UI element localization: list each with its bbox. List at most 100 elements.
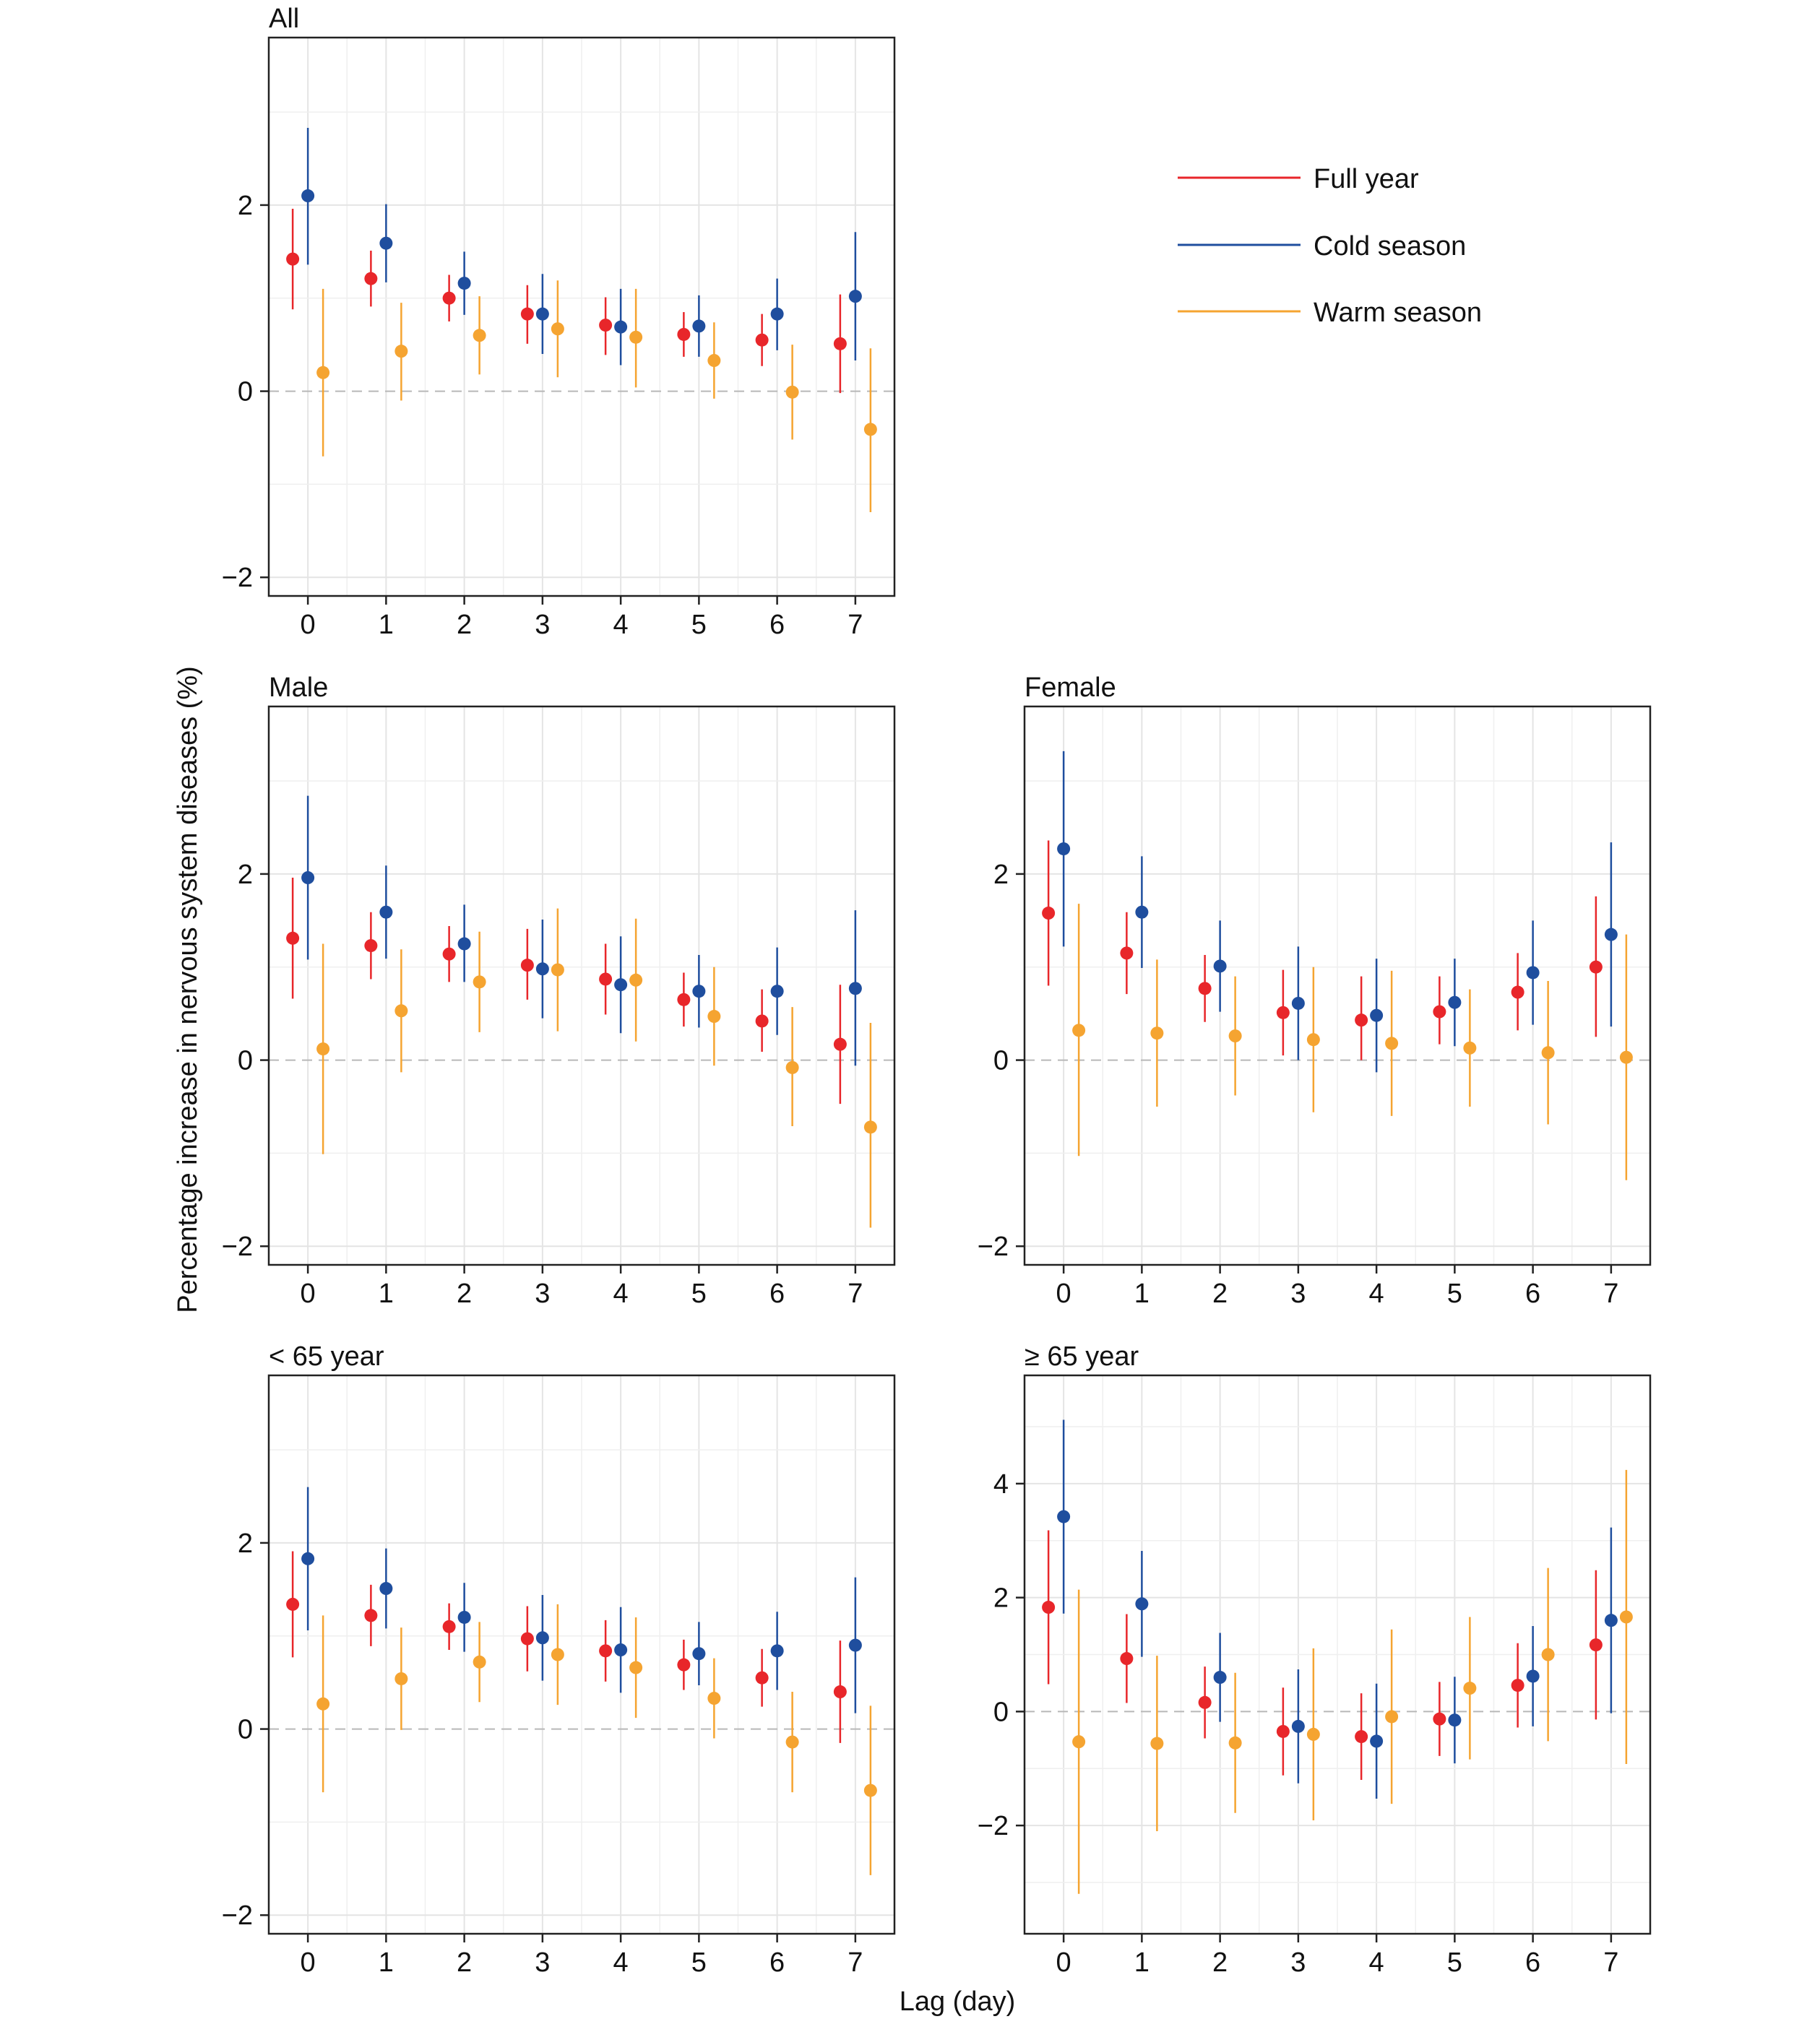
point-warm-season (707, 354, 721, 368)
y-tick-label: −2 (978, 1811, 1009, 1841)
x-tick-label: 3 (535, 610, 550, 640)
point-warm-season (1463, 1041, 1477, 1055)
panel-lt-65-year: −2 0 2 0 1 2 3 4 5 6 7 < 65 year (222, 1341, 896, 1978)
point-cold-season (457, 1610, 471, 1624)
panel-female: −2 0 2 0 1 2 3 4 5 6 7 Female (978, 673, 1652, 1309)
point-full-year (755, 1014, 769, 1028)
point-warm-season (1619, 1610, 1633, 1624)
x-tick-label: 2 (457, 610, 472, 640)
x-tick-label: 2 (1212, 1279, 1228, 1309)
point-full-year (1198, 982, 1212, 995)
y-tick-label: 0 (238, 1715, 253, 1745)
point-warm-season (394, 345, 408, 358)
point-cold-season (1291, 996, 1305, 1010)
point-full-year (286, 252, 300, 266)
point-full-year (1120, 1652, 1134, 1666)
point-full-year (1042, 1601, 1056, 1614)
point-full-year (833, 1685, 847, 1699)
point-cold-season (1448, 1713, 1462, 1727)
point-warm-season (1072, 1024, 1086, 1037)
point-cold-season (692, 319, 706, 333)
point-cold-season (614, 320, 628, 334)
point-cold-season (1213, 959, 1227, 973)
x-tick-label: 4 (1369, 1947, 1384, 1978)
x-tick-label: 3 (1290, 1279, 1306, 1309)
y-tick-label: −2 (222, 563, 253, 593)
point-warm-season (863, 423, 877, 436)
x-tick-label: 1 (1134, 1947, 1150, 1978)
point-cold-season (457, 277, 471, 290)
point-full-year (1276, 1724, 1290, 1738)
x-tick-label: 7 (848, 610, 863, 640)
x-tick-label: 2 (457, 1279, 472, 1309)
point-full-year (755, 333, 769, 347)
point-cold-season (770, 1644, 784, 1658)
point-full-year (364, 1609, 378, 1622)
point-full-year (442, 291, 456, 305)
x-tick-label: 6 (769, 1947, 785, 1978)
point-warm-season (1228, 1736, 1242, 1750)
x-tick-label: 0 (301, 1947, 316, 1978)
x-tick-label: 4 (1369, 1279, 1384, 1309)
panel-male: −2 0 2 0 1 2 3 4 5 6 7 Male (222, 673, 896, 1309)
point-full-year (364, 272, 378, 285)
point-full-year (520, 1632, 534, 1646)
y-tick-label: 0 (993, 1697, 1009, 1727)
point-warm-season (316, 1697, 330, 1711)
point-warm-season (1306, 1727, 1320, 1741)
point-full-year (286, 1597, 300, 1611)
point-cold-season (379, 236, 393, 250)
point-cold-season (1448, 995, 1462, 1009)
point-warm-season (551, 963, 564, 977)
point-warm-season (551, 322, 564, 336)
point-cold-season (535, 307, 549, 321)
point-warm-season (473, 1655, 486, 1669)
point-cold-season (770, 985, 784, 998)
y-axis-title: Percentage increase in nervous system di… (173, 666, 203, 1313)
point-warm-season (394, 1672, 408, 1685)
point-cold-season (1057, 842, 1071, 856)
x-tick-label: 7 (1603, 1279, 1618, 1309)
y-tick-label: 0 (238, 377, 253, 407)
point-full-year (442, 1620, 456, 1633)
x-tick-label: 1 (379, 1947, 394, 1978)
panel-title: Female (1025, 673, 1116, 703)
point-full-year (833, 337, 847, 350)
point-cold-season (848, 982, 862, 995)
panel-frame (267, 1374, 896, 1935)
x-tick-label: 1 (379, 610, 394, 640)
point-full-year (833, 1037, 847, 1051)
point-cold-season (692, 1647, 706, 1661)
point-full-year (520, 307, 534, 321)
point-cold-season (379, 905, 393, 919)
y-tick-label: −2 (222, 1232, 253, 1262)
x-tick-label: 7 (848, 1947, 863, 1978)
point-warm-season (785, 385, 799, 399)
point-full-year (1433, 1005, 1446, 1019)
x-tick-label: 7 (848, 1279, 863, 1309)
point-warm-season (473, 329, 486, 342)
x-axis-title: Lag (day) (900, 1986, 1016, 2017)
x-tick-label: 5 (691, 610, 707, 640)
point-full-year (599, 319, 613, 332)
point-warm-season (1385, 1037, 1399, 1050)
point-cold-season (1526, 1669, 1540, 1683)
point-full-year (677, 327, 691, 341)
point-cold-season (457, 937, 471, 951)
point-cold-season (1526, 966, 1540, 980)
x-tick-label: 6 (1525, 1947, 1540, 1978)
y-tick-label: 2 (238, 191, 253, 221)
point-warm-season (473, 975, 486, 989)
point-warm-season (707, 1692, 721, 1705)
point-full-year (1511, 1679, 1524, 1692)
point-full-year (1433, 1712, 1446, 1726)
point-cold-season (1370, 1008, 1384, 1022)
x-tick-label: 0 (1056, 1279, 1071, 1309)
point-warm-season (316, 366, 330, 379)
panels: −2 0 2 0 1 2 3 4 5 6 7 All −2 0 2 0 1 2 3 4 5 6 7 Male −2 0 2 0 1 2 3 4… (222, 4, 1652, 1978)
point-full-year (755, 1671, 769, 1685)
point-warm-season (629, 1661, 643, 1674)
point-warm-season (863, 1784, 877, 1797)
